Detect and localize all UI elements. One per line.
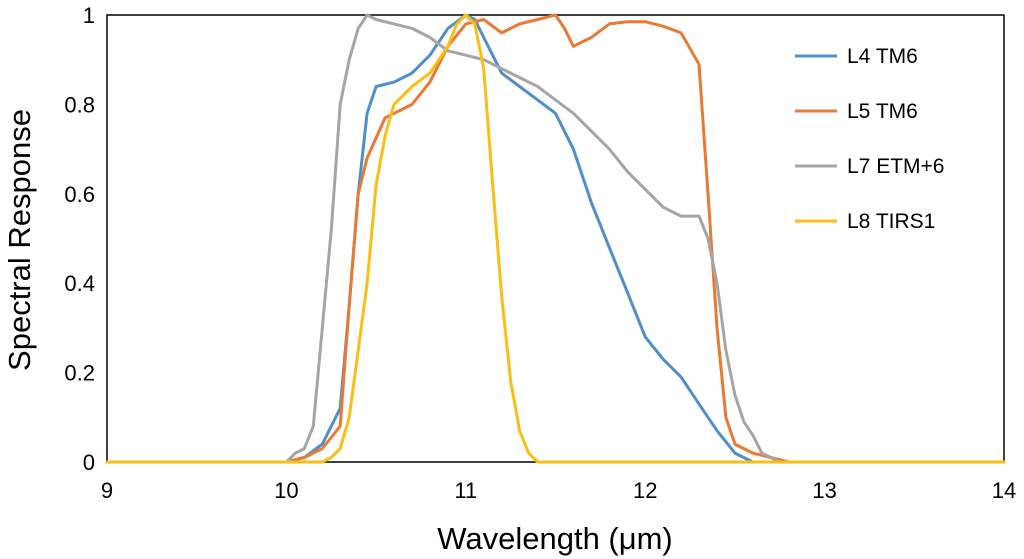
series-line-l4-tm6 bbox=[105, 13, 1006, 464]
plot-frame bbox=[106, 14, 1005, 463]
series-line-l7-etm-6 bbox=[105, 13, 1006, 464]
series-line-l8-tirs1 bbox=[105, 13, 1006, 464]
x-tick-label: 14 bbox=[992, 478, 1016, 503]
legend-label: L8 TIRS1 bbox=[847, 210, 935, 233]
y-axis-title: Spectral Response bbox=[2, 109, 37, 371]
legend-label: L5 TM6 bbox=[847, 100, 918, 123]
series-line-l5-tm6 bbox=[105, 13, 1006, 464]
x-tick-label: 13 bbox=[812, 478, 836, 503]
x-tick-label: 9 bbox=[101, 478, 113, 503]
x-tick-labels: 9 10 11 12 13 14 bbox=[101, 478, 1016, 503]
y-tick-label: 0.2 bbox=[64, 361, 95, 386]
y-tick-label: 1 bbox=[83, 3, 95, 28]
y-tick-label: 0.4 bbox=[64, 271, 95, 296]
y-tick-label: 0.6 bbox=[64, 182, 95, 207]
x-tick-label: 12 bbox=[633, 478, 657, 503]
legend-label: L4 TM6 bbox=[847, 45, 918, 68]
y-tick-label: 0.8 bbox=[64, 92, 95, 117]
y-tick-label: 0 bbox=[83, 450, 95, 475]
legend-label: L7 ETM+6 bbox=[847, 155, 944, 178]
legend: L4 TM6 L5 TM6 L7 ETM+6 L8 TIRS1 bbox=[795, 45, 944, 233]
series-layer bbox=[105, 13, 1006, 464]
x-axis-title: Wavelength (μm) bbox=[437, 521, 673, 556]
y-tick-labels: 0 0.2 0.4 0.6 0.8 1 bbox=[64, 3, 95, 475]
x-tick-label: 10 bbox=[274, 478, 298, 503]
x-tick-label: 11 bbox=[454, 478, 477, 503]
